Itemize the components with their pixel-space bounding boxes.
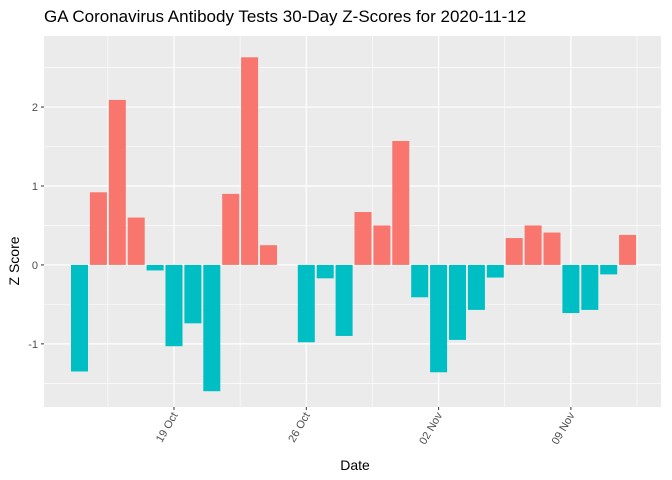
bar bbox=[562, 264, 580, 314]
bars bbox=[70, 57, 637, 392]
bar bbox=[241, 57, 259, 265]
bar bbox=[430, 264, 448, 373]
bar bbox=[543, 232, 561, 265]
y-axis-title: Z Score bbox=[6, 236, 22, 285]
bar bbox=[165, 264, 183, 347]
chart-title: GA Coronavirus Antibody Tests 30-Day Z-S… bbox=[44, 7, 526, 26]
x-tick-label: 02 Nov bbox=[417, 410, 445, 447]
bar bbox=[108, 99, 126, 265]
bar bbox=[373, 225, 391, 265]
y-tick-label: 0 bbox=[32, 260, 38, 272]
bar bbox=[581, 264, 599, 310]
y-tick-label: -1 bbox=[28, 339, 38, 351]
bar bbox=[467, 264, 485, 310]
bar bbox=[127, 217, 145, 265]
bar bbox=[297, 264, 315, 343]
x-tick-label: 09 Nov bbox=[550, 410, 578, 447]
bar bbox=[354, 212, 372, 265]
x-tick-label: 26 Oct bbox=[286, 411, 313, 445]
bar bbox=[222, 193, 240, 265]
bar bbox=[505, 238, 523, 265]
bar bbox=[203, 264, 221, 392]
bar bbox=[146, 264, 164, 271]
x-tick-label: 19 Oct bbox=[154, 411, 181, 445]
x-axis-title: Date bbox=[340, 457, 370, 473]
bar bbox=[392, 140, 410, 265]
bar bbox=[70, 264, 89, 372]
plot-panel bbox=[44, 36, 661, 407]
bar bbox=[448, 264, 467, 340]
bar bbox=[184, 264, 202, 324]
bar bbox=[259, 245, 278, 265]
y-tick-label: 2 bbox=[32, 102, 38, 114]
bar bbox=[411, 264, 429, 298]
bar bbox=[335, 264, 353, 336]
y-tick-label: 1 bbox=[32, 181, 38, 193]
x-axis: 19 Oct 26 Oct 02 Nov 09 Nov bbox=[154, 407, 578, 447]
y-axis: -1 0 1 2 bbox=[28, 102, 44, 351]
bar bbox=[524, 225, 542, 265]
bar bbox=[316, 264, 334, 279]
bar bbox=[619, 234, 637, 265]
bar bbox=[89, 192, 107, 265]
bar bbox=[600, 264, 618, 275]
bar bbox=[486, 264, 504, 278]
